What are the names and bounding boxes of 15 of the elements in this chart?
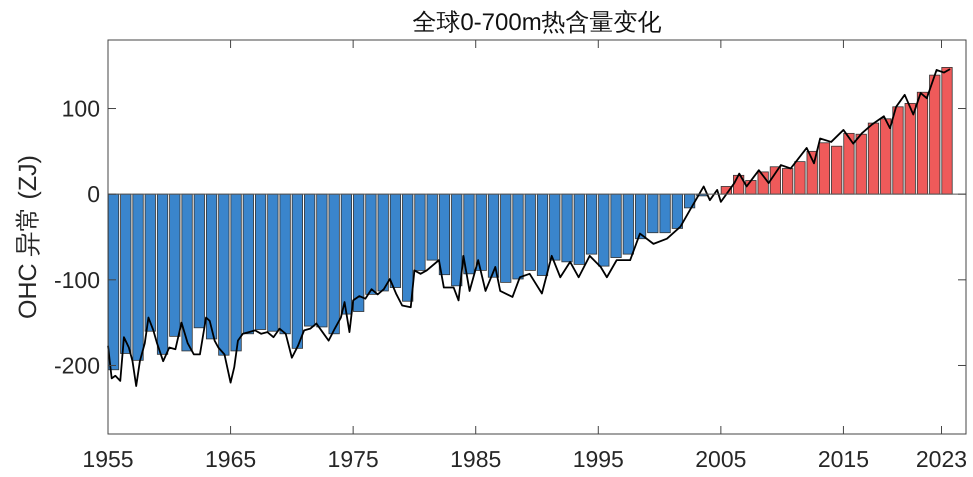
x-tick-label: 2023	[916, 446, 968, 472]
chart-title: 全球0-700m热含量变化	[412, 9, 662, 36]
x-tick-label: 1955	[82, 446, 134, 472]
x-tick-label: 1975	[328, 446, 379, 472]
x-tick-label: 2005	[695, 446, 746, 472]
x-tick-label: 1965	[204, 446, 256, 472]
y-tick-label: 0	[87, 181, 100, 208]
x-tick-label: 2015	[818, 446, 870, 472]
line-series	[107, 68, 951, 387]
y-tick-label: 100	[62, 96, 100, 122]
y-tick-label: -100	[54, 266, 100, 293]
x-tick-label: 1985	[450, 446, 502, 472]
y-tick-label: -200	[54, 352, 100, 378]
y-axis-title: OHC 异常 (ZJ)	[14, 155, 42, 319]
x-tick-label: 1995	[572, 446, 624, 472]
